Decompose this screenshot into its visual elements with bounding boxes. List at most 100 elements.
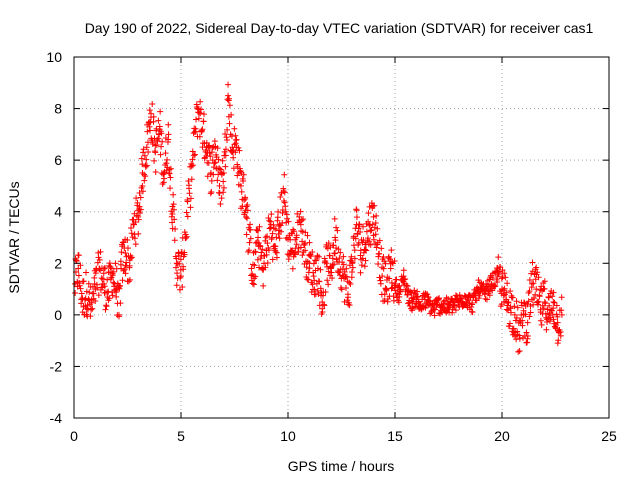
data-point xyxy=(247,235,254,242)
data-point xyxy=(520,311,527,318)
data-point xyxy=(377,280,384,287)
data-point xyxy=(530,280,537,287)
data-point xyxy=(498,275,505,282)
data-point xyxy=(153,141,160,148)
data-point xyxy=(329,275,336,282)
data-point xyxy=(351,247,358,254)
data-point xyxy=(316,278,323,285)
data-point xyxy=(541,285,548,292)
data-point xyxy=(528,280,535,287)
data-point xyxy=(251,262,258,269)
data-point xyxy=(222,152,229,159)
data-point xyxy=(330,242,337,249)
data-point xyxy=(297,221,304,228)
data-point xyxy=(112,260,119,267)
data-point xyxy=(193,116,200,123)
y-tick-label: 2 xyxy=(54,255,62,271)
data-point xyxy=(241,196,248,203)
data-point xyxy=(306,260,313,267)
data-point xyxy=(188,176,195,183)
data-point xyxy=(383,286,390,293)
data-point xyxy=(286,251,293,258)
data-point xyxy=(234,172,241,179)
data-point xyxy=(343,265,350,272)
data-point xyxy=(550,305,557,312)
data-point xyxy=(252,249,259,256)
data-point xyxy=(396,291,403,298)
data-point xyxy=(495,254,502,261)
data-point xyxy=(76,282,83,289)
axis-ticks: 0 5 10 15 20 25 -4 -2 0 2 4 6 8 10 xyxy=(46,49,617,444)
data-point xyxy=(445,304,452,311)
data-point xyxy=(311,277,318,284)
data-point xyxy=(148,110,155,117)
data-point xyxy=(334,227,341,234)
data-point xyxy=(280,188,287,195)
data-point xyxy=(431,312,438,319)
data-point xyxy=(254,256,261,263)
data-point xyxy=(509,294,516,301)
data-point xyxy=(546,311,553,318)
data-point xyxy=(133,195,140,202)
data-point xyxy=(553,302,560,309)
data-point xyxy=(91,274,98,281)
data-point xyxy=(536,293,543,300)
data-point xyxy=(337,249,344,256)
data-point xyxy=(189,162,196,169)
data-point xyxy=(134,199,141,206)
data-point xyxy=(268,211,275,218)
data-point xyxy=(475,286,482,293)
data-point xyxy=(154,138,161,145)
data-point xyxy=(180,266,187,273)
data-point xyxy=(289,265,296,272)
data-point xyxy=(188,163,195,170)
data-point xyxy=(503,289,510,296)
data-point xyxy=(524,332,531,339)
data-point xyxy=(462,293,469,300)
data-point xyxy=(167,174,174,181)
data-point xyxy=(207,153,214,160)
data-point xyxy=(500,292,507,299)
data-point xyxy=(259,246,266,253)
data-point xyxy=(352,235,359,242)
data-point xyxy=(146,123,153,130)
data-point xyxy=(139,161,146,168)
data-point xyxy=(325,281,332,288)
data-point xyxy=(157,108,164,115)
data-point xyxy=(243,203,250,210)
data-point xyxy=(183,209,190,216)
data-point xyxy=(529,259,536,266)
data-point xyxy=(72,280,79,287)
data-point xyxy=(367,241,374,248)
data-point xyxy=(156,126,163,133)
data-point xyxy=(400,273,407,280)
data-point xyxy=(305,276,312,283)
data-point xyxy=(212,159,219,166)
data-point xyxy=(233,136,240,143)
data-point xyxy=(362,246,369,253)
data-point xyxy=(340,273,347,280)
data-point xyxy=(106,260,113,267)
data-point xyxy=(250,261,257,268)
data-point xyxy=(128,225,135,232)
data-point xyxy=(300,216,307,223)
data-point xyxy=(535,301,542,308)
data-point xyxy=(139,170,146,177)
data-point xyxy=(511,311,518,318)
data-point xyxy=(297,208,304,215)
data-point xyxy=(302,229,309,236)
data-point xyxy=(262,234,269,241)
data-point xyxy=(381,297,388,304)
data-point xyxy=(388,279,395,286)
data-point xyxy=(391,257,398,264)
data-point xyxy=(284,251,291,258)
x-tick-label: 15 xyxy=(387,428,403,444)
data-point xyxy=(336,255,343,262)
data-point xyxy=(281,189,288,196)
data-point xyxy=(130,221,137,228)
data-point xyxy=(208,189,215,196)
data-point xyxy=(292,251,299,258)
data-point xyxy=(255,240,262,247)
data-point xyxy=(80,278,87,285)
data-point xyxy=(189,156,196,163)
